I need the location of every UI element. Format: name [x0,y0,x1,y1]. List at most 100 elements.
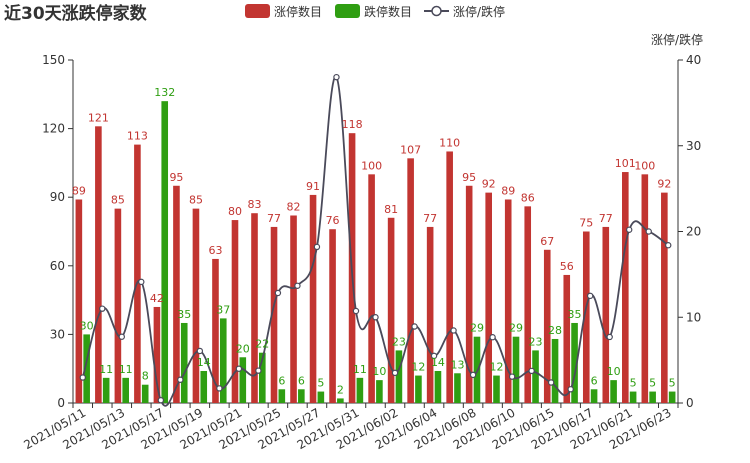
data-label-limit-up: 95 [462,171,476,184]
bar-limit-up [661,192,668,403]
chart-title: 近30天涨跌停家数 [4,3,148,24]
bar-limit-down [219,318,227,403]
bar-limit-up [173,185,180,403]
data-label-limit-down: 6 [298,374,305,387]
bar-limit-up [95,126,102,404]
ratio-point [294,282,301,289]
bar-limit-up [212,258,219,403]
bar-limit-up [407,158,414,403]
data-label-limit-down: 2 [337,383,344,396]
ratio-point [177,376,184,383]
bar-limit-down [551,338,559,403]
data-label-limit-down: 12 [489,361,503,374]
bar-limit-down [356,377,364,403]
data-label-limit-up: 92 [657,178,671,191]
ratio-point [626,226,633,233]
bar-limit-up [251,213,258,403]
data-label-limit-down: 29 [470,322,484,335]
bar-limit-up [582,231,590,403]
bar-limit-up [622,172,629,403]
data-label-limit-down: 13 [450,358,464,371]
legend-item-limit-up[interactable]: 涨停数目 [245,4,322,19]
data-label-limit-up: 80 [228,205,242,218]
data-label-limit-up: 95 [169,171,183,184]
data-label-limit-up: 63 [208,244,222,257]
bar-limit-up [641,174,649,403]
data-label-limit-down: 29 [509,322,523,335]
data-label-limit-up: 77 [267,212,281,225]
data-label-limit-up: 101 [615,157,636,170]
bar-limit-down [532,350,539,403]
legend-item-ratio[interactable]: 涨停/跌停 [424,4,505,19]
data-label-limit-down: 11 [353,363,367,376]
bar-limit-down [395,350,403,403]
bar-limit-up [465,185,473,403]
data-label-limit-up: 82 [287,200,301,213]
left-axis-tick-label: 90 [50,190,65,204]
bar-limit-down [102,377,110,403]
data-labels: 8930121118511113842132953585146337802083… [72,86,676,396]
ratio-point [352,307,360,315]
legend-label-limit-down: 跌停数目 [364,4,412,19]
ratio-point [528,367,535,375]
data-label-limit-down: 22 [255,338,269,351]
ratio-point [372,314,379,321]
bar-limit-up [504,199,512,403]
ratio-point [99,305,106,312]
ratio-point [118,333,125,340]
ratio-point [508,373,516,380]
ratio-point [216,385,223,392]
ratio-point [138,278,145,286]
ratio-point [469,371,477,379]
bar-limit-up [426,226,434,403]
legend-label-ratio: 涨停/跌停 [453,4,505,19]
bar-limit-up [75,199,83,403]
legend-swatch-limit-up [245,4,270,18]
data-label-limit-down: 37 [216,303,230,316]
data-label-limit-up: 77 [599,212,613,225]
bar-limit-up [387,217,395,403]
legend-item-limit-down[interactable]: 跌停数目 [335,4,412,19]
ratio-point [430,352,438,360]
right-axis-tick-label: 40 [686,53,701,67]
left-axis-tick-label: 30 [50,327,65,341]
bar-limit-up [270,226,278,403]
bar-limit-down [434,370,442,403]
bar-limit-up [192,208,200,403]
bar-limit-up [485,192,492,403]
data-label-limit-up: 100 [634,159,655,172]
ratio-point [391,369,399,377]
ratio-point [333,73,340,81]
left-axis-tick-label: 120 [42,122,65,136]
bar-limit-down [200,370,208,403]
right-axis-tick-label: 20 [686,225,701,239]
ratio-point [489,334,496,341]
data-label-limit-up: 91 [306,180,320,193]
bar-limit-up [446,151,453,403]
ratio-point [313,243,321,251]
bar-limit-down [454,373,461,403]
ratio-line [79,73,672,407]
ratio-point [157,397,165,404]
bar-limit-up [543,249,551,403]
bar-limit-down [180,322,188,403]
ratio-point [450,327,457,334]
ratio-point [411,323,418,330]
left-axis-tick-label: 60 [50,259,65,273]
data-label-limit-up: 75 [579,217,593,230]
data-label-limit-down: 12 [411,361,425,374]
data-label-limit-down: 5 [317,377,324,390]
bar-limit-down [239,357,247,403]
bar-limit-down [337,398,344,403]
bar-limit-down [668,391,676,403]
bar-limit-down [376,380,383,403]
ratio-point [235,365,243,372]
data-label-limit-down: 35 [568,308,582,321]
data-label-limit-up: 113 [127,130,148,143]
bar-limit-down [610,380,617,403]
data-label-limit-down: 11 [119,363,133,376]
ratio-point [274,289,282,297]
bar-limit-up [134,144,141,403]
bar-limit-down [317,391,325,403]
legend-marker-ratio [431,5,442,17]
